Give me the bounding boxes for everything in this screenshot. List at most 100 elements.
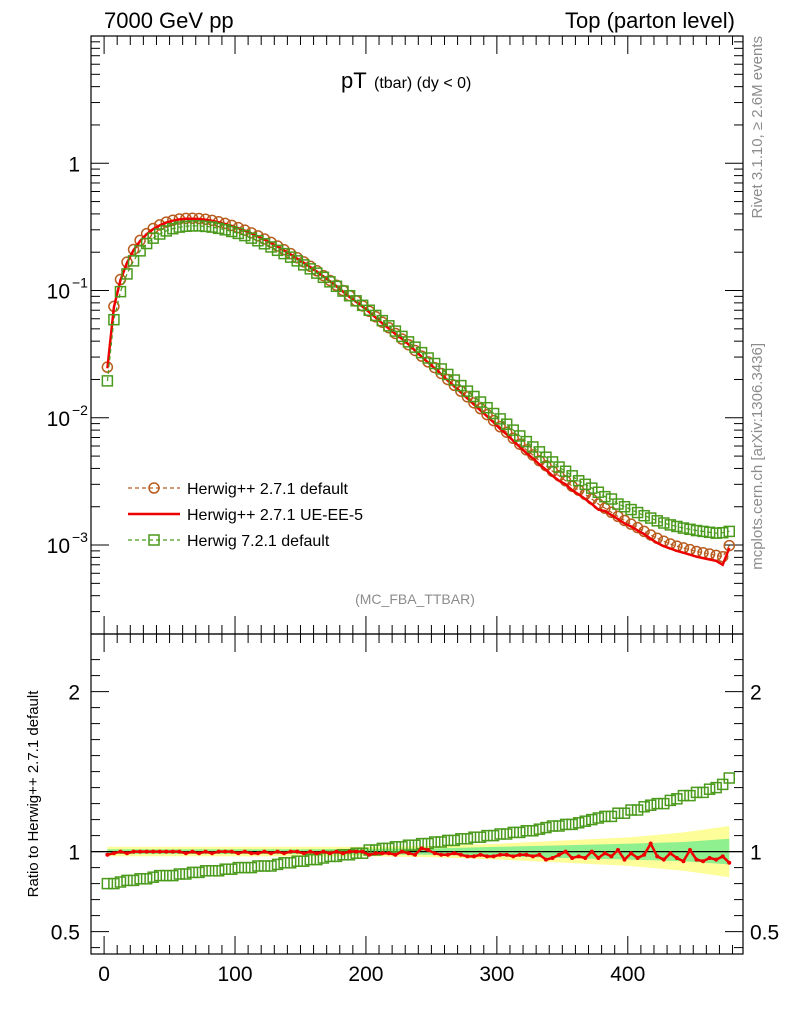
data-point [491, 854, 496, 859]
data-point [500, 418, 513, 430]
series-line [106, 217, 731, 567]
data-point [681, 859, 686, 864]
plot-title-main: pT [341, 68, 367, 93]
data-point [413, 852, 418, 857]
data-point [537, 852, 542, 857]
ratio-y-tick-label: 1 [68, 842, 80, 865]
data-point [236, 851, 241, 856]
data-point [173, 221, 186, 233]
data-point [583, 856, 588, 860]
data-point [301, 851, 306, 856]
data-point [127, 243, 140, 256]
data-point [596, 856, 601, 860]
data-point [651, 797, 663, 810]
ratio-y-tick-label: 2 [68, 682, 80, 705]
data-point [402, 839, 415, 851]
data-point [644, 512, 657, 524]
data-point [314, 851, 319, 856]
data-point [586, 482, 598, 494]
data-point [232, 227, 245, 240]
data-point [389, 841, 402, 853]
data-point [612, 498, 624, 510]
data-point [701, 859, 706, 864]
ratio-panel: 0.5 0.5 1 1 2 2 0 100 200 300 400 Ratio to Herwig… [25, 633, 779, 986]
data-point [550, 856, 555, 860]
data-point [350, 847, 362, 859]
data-point [160, 225, 173, 237]
data-point [684, 789, 696, 802]
data-point [557, 852, 562, 857]
ratio-y-tick-label-right: 1 [750, 842, 762, 865]
data-point [494, 828, 506, 840]
data-point [622, 857, 627, 862]
data-point [271, 858, 284, 871]
top-y-tick-exponent: −3 [72, 529, 88, 545]
data-point [180, 220, 192, 232]
data-point [327, 851, 332, 856]
data-point [199, 220, 212, 233]
data-point [445, 852, 450, 857]
top-y-tick-label: 10 [47, 281, 70, 304]
data-point [269, 851, 274, 856]
data-point [563, 849, 568, 854]
x-tick-label: 200 [348, 963, 383, 986]
data-point [232, 861, 245, 874]
data-point [517, 852, 522, 857]
data-point [618, 807, 631, 819]
data-point [487, 414, 500, 427]
data-point [426, 848, 431, 852]
data-point [511, 854, 516, 859]
data-point [572, 817, 585, 829]
data-point [153, 228, 166, 240]
data-point [570, 856, 575, 860]
data-point [101, 375, 114, 387]
legend-label: Herwig 7.2.1 default [187, 533, 330, 550]
top-y-tick-label: 1 [68, 153, 80, 176]
data-point [514, 438, 526, 450]
x-tick-label: 300 [479, 963, 514, 986]
data-point [671, 793, 683, 805]
data-point [138, 849, 143, 854]
data-point [658, 797, 670, 810]
data-point [304, 853, 317, 866]
data-point [589, 849, 594, 854]
data-point [114, 285, 127, 298]
data-point [599, 490, 611, 503]
data-point [186, 220, 199, 232]
data-point [258, 860, 271, 872]
data-point [367, 852, 372, 857]
data-point [258, 238, 271, 250]
data-point [694, 857, 699, 862]
data-point [507, 826, 519, 839]
data-point [157, 849, 162, 854]
data-point [703, 783, 716, 795]
data-point [373, 851, 378, 856]
data-point [723, 772, 736, 784]
x-tick-label: 0 [98, 963, 110, 986]
data-point [127, 255, 140, 267]
data-point [160, 869, 173, 882]
data-point [239, 229, 251, 242]
data-point [245, 861, 258, 874]
data-point [514, 826, 526, 839]
data-point [642, 852, 647, 857]
data-point [625, 804, 637, 816]
data-point [199, 865, 212, 877]
data-point [255, 851, 260, 856]
data-point [553, 461, 565, 473]
data-point [223, 849, 228, 854]
data-point [481, 408, 493, 421]
data-point [271, 244, 284, 257]
data-point [481, 401, 493, 414]
legend: Herwig++ 2.7.1 default Herwig++ 2.7.1 UE-… [128, 481, 363, 550]
data-point [707, 856, 712, 860]
ratio-y-tick-label-right: 2 [750, 682, 762, 705]
top-x-ticks [90, 36, 734, 634]
data-point [337, 849, 349, 861]
data-point [618, 500, 631, 513]
data-point [629, 851, 634, 856]
data-point [468, 397, 480, 409]
data-point [504, 852, 509, 857]
data-point [206, 221, 218, 233]
data-point [406, 851, 411, 856]
